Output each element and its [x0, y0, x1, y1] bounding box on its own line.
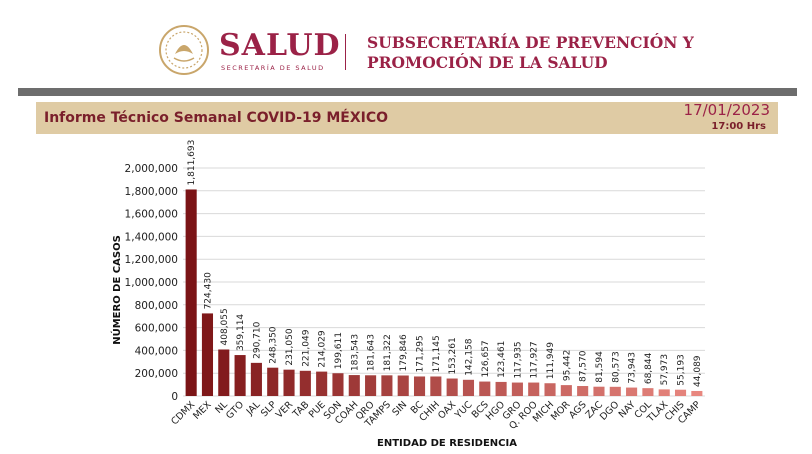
y-tick-label: 400,000: [135, 345, 178, 357]
bar-gto: [234, 355, 246, 396]
chart-bars: [185, 189, 703, 396]
data-label: 117,927: [530, 341, 540, 378]
y-axis-title: NÚMERO DE CASOS: [110, 235, 123, 345]
bar-coah: [348, 375, 360, 396]
bar-cdmx: [185, 189, 197, 396]
bar-chih: [430, 376, 442, 396]
data-label: 153,261: [448, 337, 458, 374]
data-label: 248,350: [269, 326, 279, 363]
data-label: 95,442: [562, 350, 572, 382]
header-divider: [345, 34, 346, 70]
data-label: 57,973: [660, 354, 670, 386]
data-label: 290,710: [252, 321, 262, 358]
data-label: 171,145: [432, 335, 442, 372]
data-label: 183,543: [350, 334, 360, 371]
data-label: 126,657: [481, 340, 491, 377]
data-label: 214,029: [318, 330, 328, 367]
brand-subtitle: SECRETARÍA DE SALUD: [221, 64, 325, 72]
data-label: 179,846: [399, 334, 409, 371]
data-label: 171,295: [416, 335, 426, 372]
bar-jal: [250, 362, 262, 396]
report-title-bar: [36, 102, 778, 134]
data-label: 73,943: [628, 352, 638, 384]
bar-tamps: [381, 375, 393, 396]
bar-gro: [511, 382, 523, 396]
data-label: 181,643: [367, 334, 377, 371]
bar-dgo: [609, 386, 621, 396]
bar-camp: [691, 390, 703, 396]
data-label: 123,461: [497, 341, 507, 378]
data-label: 87,570: [579, 350, 589, 382]
y-tick-label: 1,800,000: [125, 186, 178, 198]
data-label: 221,049: [301, 329, 311, 366]
bar-bcs: [479, 381, 491, 396]
data-label: 181,322: [383, 334, 393, 371]
data-label: 142,158: [464, 338, 474, 375]
bar-qro: [365, 375, 377, 396]
subsecretaria-line-2: PROMOCIÓN DE LA SALUD: [367, 53, 608, 72]
y-tick-label: 1,000,000: [125, 277, 178, 289]
bar-oax: [446, 378, 458, 396]
bar-nay: [626, 387, 638, 396]
x-axis-title: ENTIDAD DE RESIDENCIA: [377, 438, 517, 449]
data-label: 1,811,693: [187, 140, 197, 186]
data-label: 724,430: [203, 272, 213, 309]
y-tick-label: 600,000: [135, 323, 178, 335]
bar-ver: [283, 369, 295, 396]
subsecretaria-line-1: SUBSECRETARÍA DE PREVENCIÓN Y: [367, 33, 694, 52]
y-tick-label: 0: [171, 391, 178, 403]
data-label: 117,935: [513, 341, 523, 378]
data-label: 199,611: [334, 332, 344, 369]
chart-data-labels: 1,811,693 724,430 408,055 359,114 290,710 248…: [187, 140, 703, 387]
x-tick-label: JAL: [244, 399, 263, 418]
data-label: 55,193: [677, 354, 687, 386]
page-header: SALUD SECRETARÍA DE SALUD SUBSECRETARÍA …: [0, 0, 812, 86]
national-emblem-icon: [159, 25, 209, 75]
bar-pue: [316, 371, 328, 396]
x-tick-label: SIN: [390, 399, 409, 418]
bar-chis: [674, 389, 687, 396]
y-tick-label: 200,000: [135, 368, 178, 380]
x-tick-label: MEX: [191, 399, 214, 422]
bar-ags: [577, 386, 589, 396]
report-title: Informe Técnico Semanal COVID-19 MÉXICO: [44, 110, 389, 126]
data-label: 408,055: [220, 308, 230, 345]
y-tick-label: 2,000,000: [125, 163, 178, 175]
bar-sin: [397, 375, 409, 396]
bar-mex: [201, 313, 214, 396]
bar-q-roo: [528, 382, 540, 396]
brand-title: SALUD: [219, 28, 341, 63]
bar-hgo: [495, 381, 507, 396]
data-label: 231,050: [285, 328, 295, 365]
bar-son: [332, 373, 344, 396]
x-tick-label: GTO: [224, 399, 246, 421]
report-date: 17/01/2023: [683, 101, 770, 119]
data-label: 359,114: [236, 314, 246, 351]
bar-tab: [299, 370, 311, 396]
header-separator-band: [18, 88, 797, 96]
y-tick-label: 1,400,000: [125, 231, 178, 243]
bar-zac: [593, 386, 605, 396]
bar-col: [642, 388, 654, 396]
y-axis-ticks: 0 200,000 400,000 600,000 800,000 1,000,000 1,…: [125, 163, 178, 403]
bar-slp: [267, 367, 279, 396]
y-tick-label: 1,200,000: [125, 254, 178, 266]
bar-nl: [218, 349, 230, 396]
data-label: 81,594: [595, 351, 605, 383]
report-time: 17:00 Hrs: [711, 121, 766, 132]
bar-mor: [560, 385, 572, 396]
bar-tlax: [658, 389, 670, 396]
data-label: 111,949: [546, 342, 556, 379]
data-label: 80,573: [611, 351, 621, 383]
y-tick-label: 800,000: [135, 300, 178, 312]
data-label: 44,089: [693, 355, 703, 387]
y-tick-label: 1,600,000: [125, 209, 178, 221]
bar-mich: [544, 383, 556, 396]
data-label: 68,844: [644, 352, 654, 384]
bar-yuc: [462, 379, 475, 396]
bar-bc: [413, 376, 426, 396]
